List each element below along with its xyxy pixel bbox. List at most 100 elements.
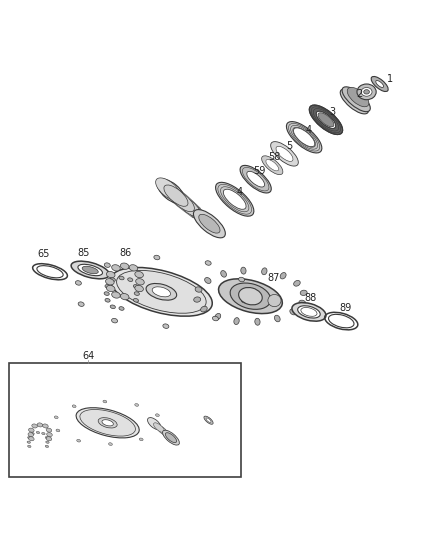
Text: 2: 2 [357,88,363,99]
Ellipse shape [110,305,115,309]
Ellipse shape [221,271,226,277]
Ellipse shape [28,437,31,439]
Text: 3: 3 [329,107,336,117]
Ellipse shape [164,185,188,206]
Ellipse shape [205,278,211,284]
Ellipse shape [371,76,388,92]
Ellipse shape [293,128,315,147]
Ellipse shape [105,298,110,302]
Text: 58: 58 [268,152,281,163]
Ellipse shape [239,287,262,305]
Ellipse shape [204,416,213,424]
Ellipse shape [72,405,76,408]
Text: 85: 85 [78,248,90,259]
Ellipse shape [357,84,376,100]
Bar [10,362,241,477]
Text: 64: 64 [82,351,94,361]
Text: 87: 87 [267,273,280,283]
Ellipse shape [215,313,221,320]
Ellipse shape [290,309,296,315]
Ellipse shape [124,274,199,310]
Ellipse shape [195,287,202,292]
Ellipse shape [292,303,326,321]
Ellipse shape [117,270,206,313]
Ellipse shape [105,285,110,288]
Text: 89: 89 [339,303,352,313]
Ellipse shape [46,437,52,441]
Ellipse shape [146,284,177,300]
Ellipse shape [45,437,49,439]
Ellipse shape [102,419,113,426]
Ellipse shape [27,441,31,443]
Ellipse shape [276,147,293,161]
Ellipse shape [186,204,207,222]
Ellipse shape [78,302,84,306]
Ellipse shape [316,111,336,128]
Ellipse shape [28,433,34,437]
Ellipse shape [71,261,109,279]
Ellipse shape [166,433,177,442]
Ellipse shape [347,87,369,107]
Ellipse shape [77,439,81,442]
Ellipse shape [135,285,143,292]
Ellipse shape [247,171,265,187]
Ellipse shape [28,428,34,432]
Ellipse shape [194,209,226,238]
Ellipse shape [199,214,220,233]
Ellipse shape [154,423,164,432]
Ellipse shape [156,425,168,435]
Text: 1: 1 [387,74,393,84]
Ellipse shape [170,190,194,212]
Ellipse shape [340,89,368,114]
Ellipse shape [364,90,369,94]
Ellipse shape [106,279,114,285]
Text: 5: 5 [286,141,292,151]
Ellipse shape [376,80,384,87]
Ellipse shape [106,271,115,278]
Ellipse shape [205,261,211,265]
Ellipse shape [31,432,34,435]
Ellipse shape [266,159,279,171]
Ellipse shape [157,427,161,430]
Ellipse shape [155,178,181,200]
Ellipse shape [268,294,281,306]
Ellipse shape [133,285,138,288]
Ellipse shape [241,267,246,274]
Ellipse shape [299,300,306,305]
Ellipse shape [223,189,246,209]
Ellipse shape [82,266,98,274]
Ellipse shape [318,113,334,127]
Ellipse shape [80,409,135,436]
Text: 88: 88 [304,293,317,303]
Ellipse shape [119,306,124,310]
Ellipse shape [103,400,107,403]
Ellipse shape [138,280,185,303]
Ellipse shape [133,298,138,302]
Ellipse shape [361,87,372,96]
Ellipse shape [112,265,120,271]
Text: 4: 4 [306,125,312,135]
Ellipse shape [46,441,49,443]
Ellipse shape [33,264,67,280]
Ellipse shape [206,418,211,422]
Ellipse shape [154,255,160,260]
Text: 86: 86 [119,248,131,259]
Ellipse shape [239,277,244,282]
Ellipse shape [234,318,239,325]
Ellipse shape [194,297,201,302]
Ellipse shape [139,438,143,441]
Ellipse shape [110,278,115,281]
Ellipse shape [255,318,260,325]
Ellipse shape [42,424,48,428]
Ellipse shape [56,429,60,432]
Ellipse shape [261,156,283,175]
Ellipse shape [298,306,320,318]
Ellipse shape [134,292,139,295]
Ellipse shape [162,430,180,445]
Ellipse shape [240,165,271,193]
Ellipse shape [106,285,115,292]
Ellipse shape [163,324,169,328]
Ellipse shape [300,290,307,295]
Ellipse shape [157,179,184,204]
Ellipse shape [275,315,280,322]
